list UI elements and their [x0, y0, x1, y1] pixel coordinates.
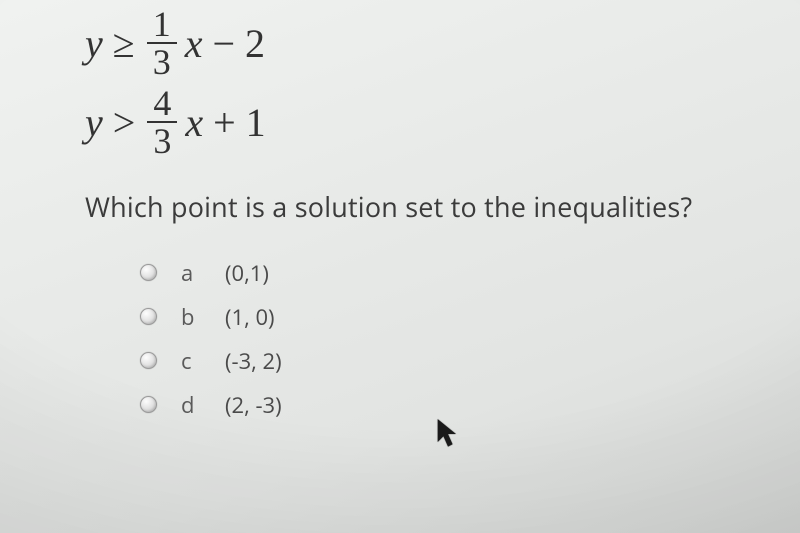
radio-icon[interactable] — [140, 352, 157, 369]
answer-coord: (1, 0) — [225, 302, 275, 332]
eq2-variable: x — [185, 99, 203, 146]
radio-icon[interactable] — [140, 308, 157, 325]
eq1-numerator: 1 — [147, 8, 177, 40]
inequality-2: y > 4 3 x + 1 — [85, 87, 692, 158]
answer-option-c[interactable]: c (-3, 2) — [140, 339, 692, 383]
eq1-operator: − — [208, 20, 239, 67]
eq2-constant: 1 — [246, 99, 266, 146]
answer-letter: a — [181, 258, 201, 288]
answer-letter: c — [181, 346, 201, 376]
answer-coord: (-3, 2) — [225, 346, 282, 376]
eq2-numerator: 4 — [147, 87, 177, 119]
radio-icon[interactable] — [140, 264, 157, 281]
answer-letter: d — [181, 390, 201, 420]
answer-option-a[interactable]: a (0,1) — [140, 251, 692, 295]
answer-option-b[interactable]: b (1, 0) — [140, 295, 692, 339]
eq1-relation: ≥ — [109, 20, 139, 67]
eq1-denominator: 3 — [147, 46, 177, 78]
radio-icon[interactable] — [140, 396, 157, 413]
question-text: Which point is a solution set to the ine… — [85, 188, 692, 225]
eq2-denominator: 3 — [147, 125, 177, 157]
eq2-lhs: y — [85, 99, 103, 146]
answer-option-d[interactable]: d (2, -3) — [140, 383, 692, 427]
eq2-relation: > — [109, 99, 140, 146]
answer-coord: (0,1) — [225, 258, 269, 288]
eq1-variable: x — [185, 20, 203, 67]
inequality-1: y ≥ 1 3 x − 2 — [85, 8, 692, 79]
answer-list: a (0,1) b (1, 0) c (-3, 2) d (2, -3) — [140, 251, 692, 427]
eq1-lhs: y — [85, 20, 103, 67]
answer-coord: (2, -3) — [225, 390, 282, 420]
eq1-constant: 2 — [245, 20, 265, 67]
eq2-fraction: 4 3 — [147, 87, 177, 158]
answer-letter: b — [181, 302, 201, 332]
eq2-operator: + — [209, 99, 240, 146]
cursor-icon — [435, 418, 461, 450]
eq1-fraction: 1 3 — [147, 8, 177, 79]
